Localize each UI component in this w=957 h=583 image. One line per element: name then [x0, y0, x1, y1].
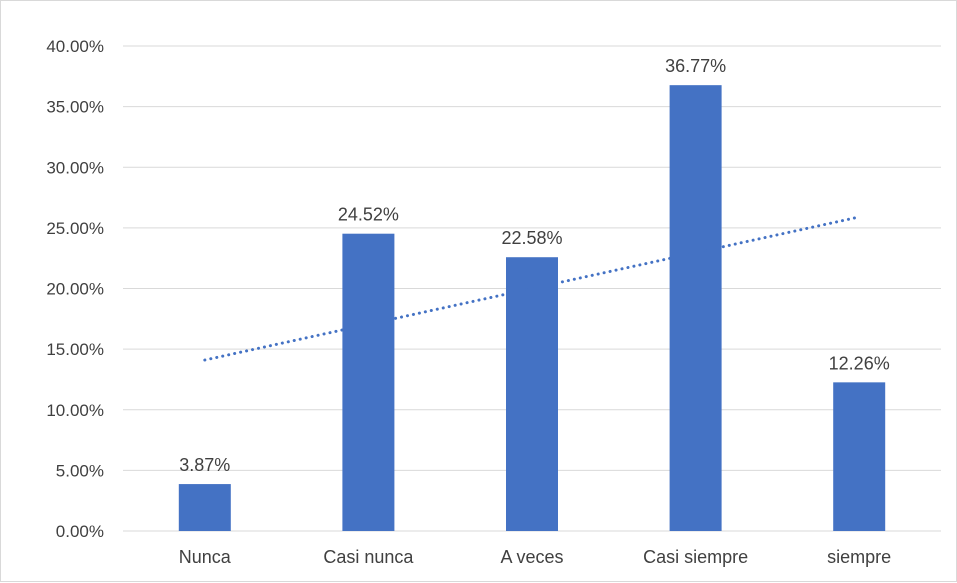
y-tick-label: 5.00% [56, 461, 104, 480]
x-category-label: Casi nunca [323, 547, 414, 567]
x-category-label: Casi siempre [643, 547, 748, 567]
x-axis-category-labels: Nunca Casi nunca A veces Casi siempre siempr… [179, 547, 891, 567]
bar-siempre [833, 382, 886, 531]
data-label: 12.26% [829, 353, 890, 373]
y-tick-label: 20.00% [46, 280, 104, 299]
y-tick-label: 0.00% [56, 522, 104, 541]
y-tick-label: 15.00% [46, 340, 104, 359]
data-label: 36.77% [665, 56, 726, 76]
x-category-label: Nunca [179, 547, 232, 567]
data-labels: 3.87% 24.52% 22.58% 36.77% 12.26% [179, 56, 889, 475]
y-tick-label: 30.00% [46, 158, 104, 177]
y-tick-label: 35.00% [46, 98, 104, 117]
bar-casi-nunca [342, 233, 395, 531]
y-tick-label: 40.00% [46, 37, 104, 56]
trendline [203, 215, 861, 362]
y-tick-label: 25.00% [46, 219, 104, 238]
y-tick-label: 10.00% [46, 401, 104, 420]
x-category-label: siempre [827, 547, 891, 567]
bar-nunca [178, 484, 231, 531]
bars [178, 85, 886, 531]
y-axis-tick-labels: 0.00% 5.00% 10.00% 15.00% 20.00% 25.00% 30.00%… [46, 37, 104, 541]
x-category-label: A veces [500, 547, 563, 567]
bar-a-veces [506, 257, 558, 531]
trendline-layer [203, 215, 861, 362]
bar-casi-siempre [669, 85, 722, 531]
data-label: 24.52% [338, 205, 399, 225]
data-label: 22.58% [501, 228, 562, 248]
data-label: 3.87% [179, 455, 230, 475]
